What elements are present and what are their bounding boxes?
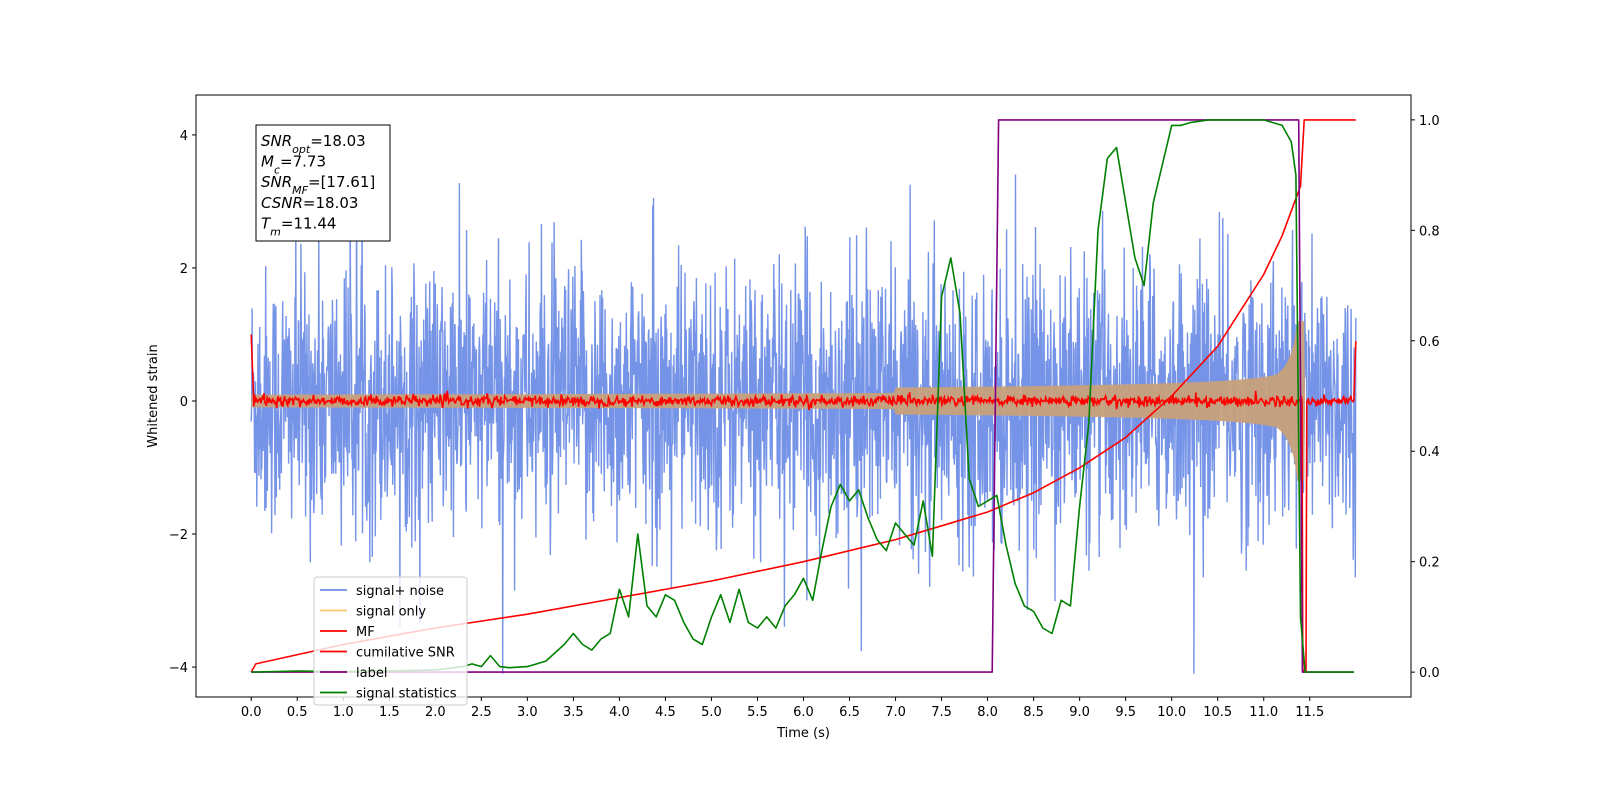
x-tick-label: 5.5 bbox=[747, 705, 768, 720]
legend-frame bbox=[313, 576, 468, 706]
legend-label: MF bbox=[356, 625, 375, 640]
y2-tick-label: 0.4 bbox=[1419, 445, 1440, 460]
x-tick-label: 10.5 bbox=[1203, 705, 1232, 720]
x-tick-label: 0.0 bbox=[241, 705, 262, 720]
x-tick-label: 1.5 bbox=[379, 705, 400, 720]
x-tick-label: 7.5 bbox=[931, 705, 952, 720]
x-tick-label: 11.0 bbox=[1249, 705, 1278, 720]
info-csnr: CSNR=18.03 bbox=[261, 194, 358, 212]
y-tick-label: 0 bbox=[180, 395, 188, 410]
legend-label: cumilative SNR bbox=[356, 646, 455, 661]
legend-label: label bbox=[356, 666, 387, 681]
y2-tick-label: 0.0 bbox=[1419, 666, 1440, 681]
info-snr-opt: SNRopt=18.03 bbox=[261, 132, 366, 156]
x-tick-label: 8.0 bbox=[977, 705, 998, 720]
legend-label: signal only bbox=[356, 605, 426, 620]
x-tick-label: 9.0 bbox=[1069, 705, 1090, 720]
y-tick-label: −4 bbox=[169, 661, 188, 676]
x-tick-label: 7.0 bbox=[885, 705, 906, 720]
x-axis-label: Time (s) bbox=[776, 726, 830, 741]
y2-tick-label: 1.0 bbox=[1419, 114, 1440, 129]
series-signal-statistics bbox=[251, 119, 1354, 673]
x-axis: 0.0 0.5 1.0 1.5 2.0 2.5 3.0 3.5 4.0 4.5 5.0 5.5 6.0 6… bbox=[241, 697, 1324, 720]
info-box: SNRopt=18.03 Mc=7.73 SNRMF=[17.61] CSNR=… bbox=[255, 124, 391, 242]
y2-tick-label: 0.8 bbox=[1419, 224, 1440, 239]
info-tm: Tm=11.44 bbox=[261, 214, 336, 238]
x-tick-label: 5.0 bbox=[701, 705, 722, 720]
series-cumulative-snr bbox=[250, 119, 1356, 673]
y2-tick-label: 0.2 bbox=[1419, 556, 1440, 571]
x-tick-label: 4.0 bbox=[609, 705, 630, 720]
x-tick-label: 2.0 bbox=[425, 705, 446, 720]
y-axis-left: −4 −2 0 2 4 bbox=[169, 129, 196, 676]
info-snr-mf: SNRMF=[17.61] bbox=[261, 173, 375, 197]
x-tick-label: 2.5 bbox=[471, 705, 492, 720]
legend-label: signal+ noise bbox=[356, 584, 444, 599]
x-tick-label: 8.5 bbox=[1023, 705, 1044, 720]
x-tick-label: 10.0 bbox=[1157, 705, 1186, 720]
x-tick-label: 1.0 bbox=[333, 705, 354, 720]
info-box-frame bbox=[255, 124, 391, 242]
y-axis-label: Whitened strain bbox=[146, 344, 161, 447]
x-tick-label: 6.5 bbox=[839, 705, 860, 720]
series-mf bbox=[250, 334, 1357, 672]
x-tick-label: 11.5 bbox=[1295, 705, 1324, 720]
y-tick-label: −2 bbox=[169, 528, 188, 543]
x-tick-label: 4.5 bbox=[655, 705, 676, 720]
y-axis-right: 0.0 0.2 0.4 0.6 0.8 1.0 bbox=[1411, 114, 1440, 681]
legend: signal+ noise signal only MF cumilative SNR… bbox=[313, 576, 468, 706]
legend-label: signal statistics bbox=[356, 687, 457, 702]
x-tick-label: 6.0 bbox=[793, 705, 814, 720]
x-tick-label: 3.0 bbox=[517, 705, 538, 720]
y-tick-label: 4 bbox=[180, 129, 188, 144]
x-tick-label: 0.5 bbox=[287, 705, 308, 720]
y-tick-label: 2 bbox=[180, 262, 188, 277]
y2-tick-label: 0.6 bbox=[1419, 335, 1440, 350]
x-tick-label: 3.5 bbox=[563, 705, 584, 720]
plot-area bbox=[250, 119, 1357, 674]
x-tick-label: 9.5 bbox=[1115, 705, 1136, 720]
info-mc: Mc=7.73 bbox=[261, 153, 326, 177]
